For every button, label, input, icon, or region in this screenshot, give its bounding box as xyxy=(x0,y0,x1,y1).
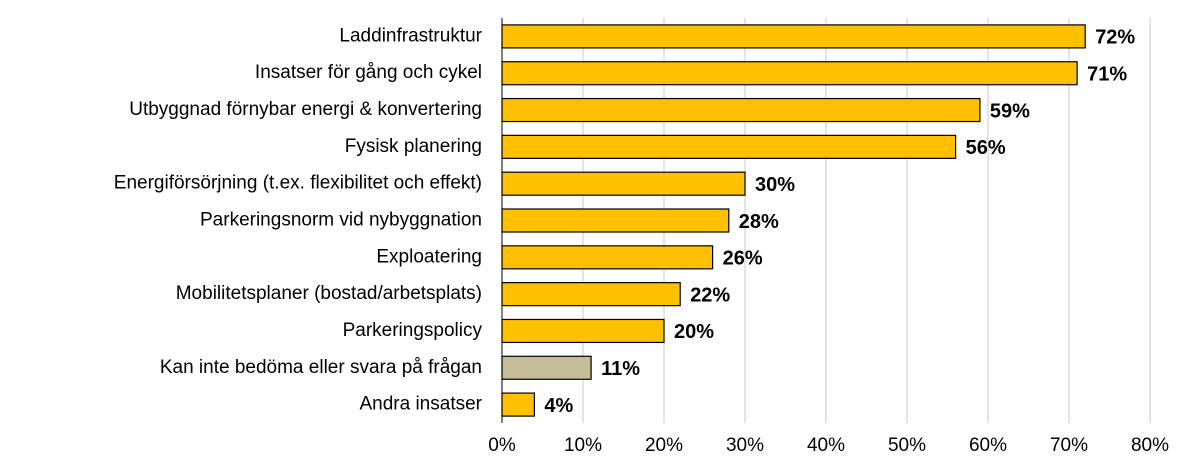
y-tick-label: Laddinfrastruktur xyxy=(339,25,482,46)
y-tick-label: Kan inte bedöma eller svara på frågan xyxy=(160,357,482,378)
y-tick-label: Mobilitetsplaner (bostad/arbetsplats) xyxy=(176,283,482,304)
bar xyxy=(501,355,592,380)
bar xyxy=(501,171,746,196)
y-tick-label: Parkeringspolicy xyxy=(343,320,483,341)
bar xyxy=(501,318,665,344)
value-label: 26% xyxy=(723,248,763,270)
x-tick-label: 60% xyxy=(969,435,1007,456)
y-tick-label: Parkeringsnorm vid nybyggnation xyxy=(200,210,482,231)
bar xyxy=(501,61,1078,86)
bar xyxy=(501,245,714,270)
y-tick-label: Andra insatser xyxy=(359,394,482,415)
y-tick-label: Insatser för gång och cykel xyxy=(255,62,482,83)
x-tick-label: 40% xyxy=(807,435,845,456)
value-label: 71% xyxy=(1087,64,1127,86)
value-label: 30% xyxy=(755,174,795,196)
bar xyxy=(501,24,1086,49)
value-label: 11% xyxy=(601,358,640,380)
y-tick-label: Energiförsörjning (t.ex. flexibilitet oc… xyxy=(114,173,482,194)
bar xyxy=(501,97,981,123)
y-tick-label: Utbyggnad förnybar energi & konvertering xyxy=(129,99,482,120)
value-label: 59% xyxy=(990,100,1030,122)
x-tick-label: 70% xyxy=(1050,435,1088,456)
value-label: 56% xyxy=(966,137,1006,159)
y-tick-label: Exploatering xyxy=(376,246,482,267)
value-label: 72% xyxy=(1095,27,1135,49)
x-tick-label: 20% xyxy=(645,435,683,456)
x-tick-label: 10% xyxy=(564,435,602,456)
x-tick-label: 0% xyxy=(488,435,516,456)
x-tick-label: 50% xyxy=(888,435,926,456)
bar xyxy=(501,282,681,307)
bar xyxy=(501,208,730,233)
bar xyxy=(501,392,536,417)
x-tick-label: 80% xyxy=(1131,435,1169,456)
value-label: 22% xyxy=(690,284,730,306)
value-label: 20% xyxy=(674,321,714,343)
value-label: 4% xyxy=(544,395,573,417)
bar xyxy=(501,134,957,159)
x-tick-label: 30% xyxy=(726,435,764,456)
value-label: 28% xyxy=(739,211,779,233)
y-tick-label: Fysisk planering xyxy=(345,136,482,157)
